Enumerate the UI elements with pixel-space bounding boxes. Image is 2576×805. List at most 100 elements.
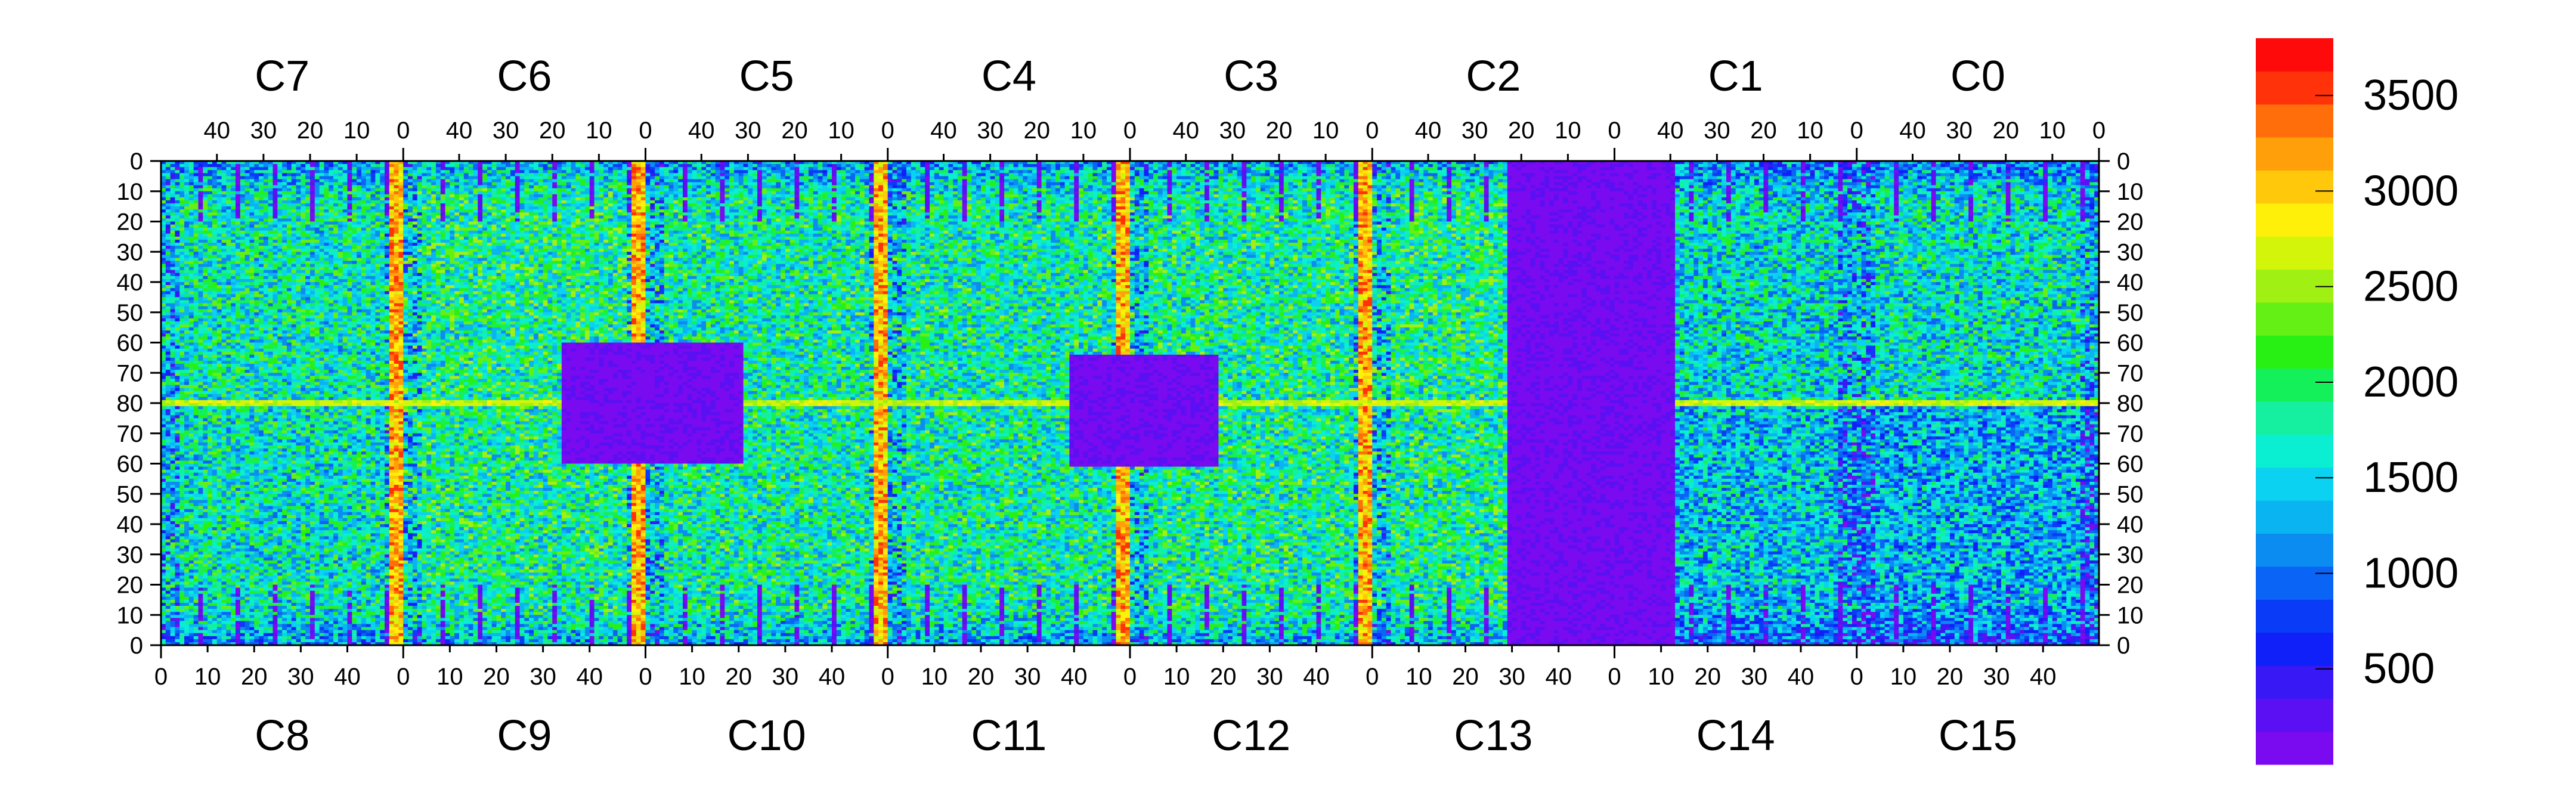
heatmap-cell xyxy=(212,488,217,491)
heatmap-cell xyxy=(189,191,194,195)
heatmap-cell xyxy=(208,434,212,437)
heatmap-cell xyxy=(184,212,189,216)
heatmap-cell xyxy=(217,358,222,361)
heatmap-cell xyxy=(199,361,203,364)
heatmap-cell xyxy=(208,376,212,379)
heatmap-cell xyxy=(203,234,208,237)
heatmap-cell xyxy=(166,173,171,177)
heatmap-cell xyxy=(179,191,184,195)
heatmap-cell xyxy=(194,512,199,516)
heatmap-cell xyxy=(240,385,245,389)
heatmap-cell xyxy=(217,237,222,240)
heatmap-cell xyxy=(171,352,175,355)
heatmap-cell xyxy=(179,218,184,222)
heatmap-cell xyxy=(217,597,222,600)
heatmap-cell xyxy=(171,591,175,595)
heatmap-cell xyxy=(179,530,184,534)
heatmap-cell xyxy=(208,627,212,631)
heatmap-cell xyxy=(208,355,212,358)
heatmap-cell xyxy=(199,240,203,243)
heatmap-cell xyxy=(236,497,240,500)
heatmap-cell xyxy=(171,460,175,464)
heatmap-cell xyxy=(166,491,171,494)
heatmap-cell xyxy=(236,639,240,643)
heatmap-cell xyxy=(240,300,245,304)
heatmap-cell xyxy=(166,509,171,513)
heatmap-cell xyxy=(171,294,175,298)
heatmap-cell xyxy=(222,252,227,255)
heatmap-cell xyxy=(240,282,245,286)
heatmap-cell xyxy=(240,591,245,595)
heatmap-cell xyxy=(222,406,227,410)
heatmap-cell xyxy=(199,246,203,249)
heatmap-cell xyxy=(236,343,240,346)
heatmap-cell xyxy=(203,467,208,470)
heatmap-cell xyxy=(203,482,208,485)
heatmap-cell xyxy=(179,240,184,243)
heatmap-cell xyxy=(171,403,175,407)
heatmap-cell xyxy=(208,415,212,419)
heatmap-cell xyxy=(208,255,212,258)
heatmap-cell xyxy=(217,564,222,567)
heatmap-cell xyxy=(226,376,231,379)
heatmap-cell xyxy=(194,418,199,422)
heatmap-cell xyxy=(184,621,189,624)
heatmap-cell xyxy=(226,304,231,307)
heatmap-cell xyxy=(217,330,222,334)
heatmap-cell xyxy=(199,327,203,331)
heatmap-cell xyxy=(240,391,245,395)
heatmap-cell xyxy=(226,306,231,310)
heatmap-cell xyxy=(231,373,236,376)
heatmap-cell xyxy=(184,191,189,195)
heatmap-cell xyxy=(212,264,217,268)
heatmap-cell xyxy=(245,428,250,431)
heatmap-cell xyxy=(203,636,208,640)
heatmap-cell xyxy=(175,524,179,528)
heatmap-cell xyxy=(212,203,217,207)
heatmap-cell xyxy=(240,594,245,597)
heatmap-cell xyxy=(171,297,175,301)
heatmap-cell xyxy=(175,240,179,243)
heatmap-cell xyxy=(231,327,236,331)
heatmap-cell xyxy=(171,388,175,392)
heatmap-cell xyxy=(212,258,217,261)
heatmap-cell xyxy=(222,206,227,210)
heatmap-cell xyxy=(199,639,203,643)
heatmap-cell xyxy=(222,194,227,198)
heatmap-cell xyxy=(184,349,189,352)
heatmap-cell xyxy=(222,639,227,643)
heatmap-cell xyxy=(203,346,208,349)
heatmap-cell xyxy=(245,358,250,361)
heatmap-cell xyxy=(194,167,199,171)
heatmap-cell xyxy=(240,431,245,434)
heatmap-cell xyxy=(189,249,194,252)
heatmap-cell xyxy=(194,209,199,213)
heatmap-cell xyxy=(175,521,179,525)
heatmap-cell xyxy=(166,231,171,234)
heatmap-cell xyxy=(194,264,199,268)
heatmap-cell xyxy=(236,258,240,261)
heatmap-cell xyxy=(179,304,184,307)
heatmap-cell xyxy=(166,258,171,261)
heatmap-cell xyxy=(189,633,194,637)
heatmap-cell xyxy=(245,234,250,237)
heatmap-cell xyxy=(199,294,203,298)
heatmap-cell xyxy=(194,343,199,346)
heatmap-cell xyxy=(231,218,236,222)
heatmap-cell xyxy=(240,418,245,422)
heatmap-cell xyxy=(184,312,189,316)
heatmap-cell xyxy=(222,412,227,416)
heatmap-cell xyxy=(199,564,203,567)
heatmap-cell xyxy=(179,406,184,410)
heatmap-cell xyxy=(226,373,231,376)
heatmap-cell xyxy=(175,609,179,612)
heatmap-cell xyxy=(179,194,184,198)
heatmap-cell xyxy=(231,476,236,479)
heatmap-cell xyxy=(203,324,208,328)
heatmap-cell xyxy=(194,585,199,589)
heatmap-cell xyxy=(166,431,171,434)
heatmap-cell xyxy=(189,358,194,361)
heatmap-cell xyxy=(231,361,236,364)
heatmap-cell xyxy=(212,306,217,310)
heatmap-cell xyxy=(199,558,203,561)
